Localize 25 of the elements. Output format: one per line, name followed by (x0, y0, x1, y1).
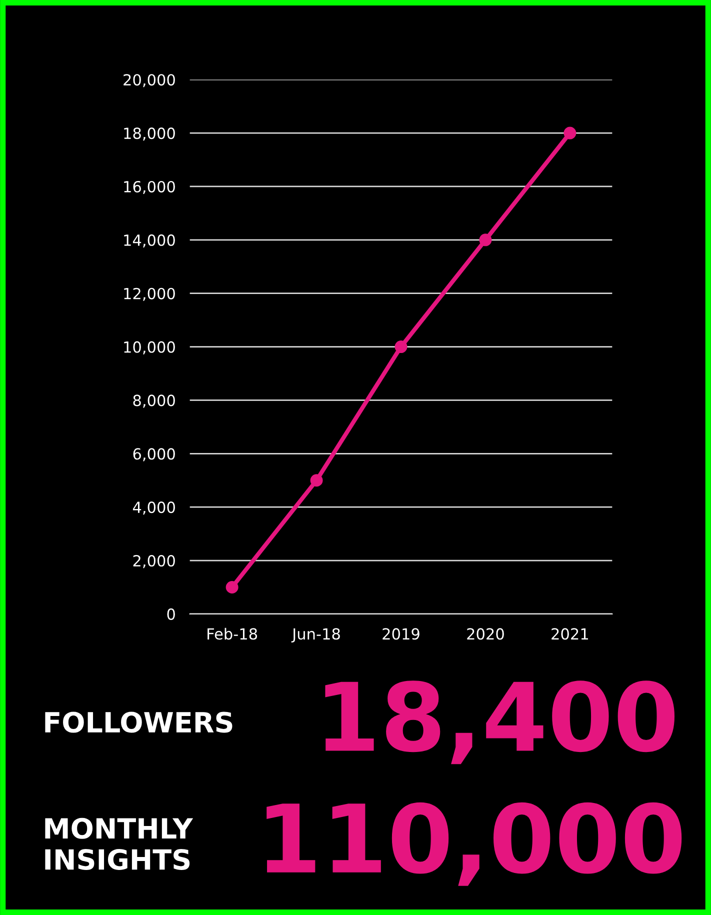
text: 18,400 (325, 680, 674, 764)
text: MONTHLY INSIGHTS (45, 818, 194, 870)
y-tick-label: 0 (167, 608, 175, 620)
x-tick-label: Feb-18 (208, 628, 258, 640)
point (479, 234, 492, 246)
y-tick-label: 14,000 (124, 234, 175, 248)
y-tick-label: 10,000 (124, 341, 175, 354)
x-tick-label: 2020 (467, 628, 504, 640)
y-tick-label: 16,000 (124, 180, 175, 194)
point (310, 474, 323, 487)
text: 110,000 (266, 802, 682, 886)
x-tick-label: Jun-18 (291, 628, 340, 643)
y-tick-label: 6,000 (133, 448, 175, 462)
x-tick-label: 2019 (382, 628, 420, 640)
y-tick-label: 2,000 (133, 554, 175, 568)
y-tick-label: 18,000 (124, 128, 175, 141)
x-tick-label: 2021 (552, 628, 588, 640)
y-tick-label: 4,000 (132, 502, 175, 515)
point (394, 340, 408, 354)
text: FOLLOWERS (45, 712, 232, 733)
point (564, 126, 576, 140)
point (226, 580, 238, 594)
y-tick-label: 12,000 (124, 288, 175, 301)
y-tick-label: 8,000 (133, 394, 175, 408)
y-tick-label: 20,000 (124, 74, 175, 88)
